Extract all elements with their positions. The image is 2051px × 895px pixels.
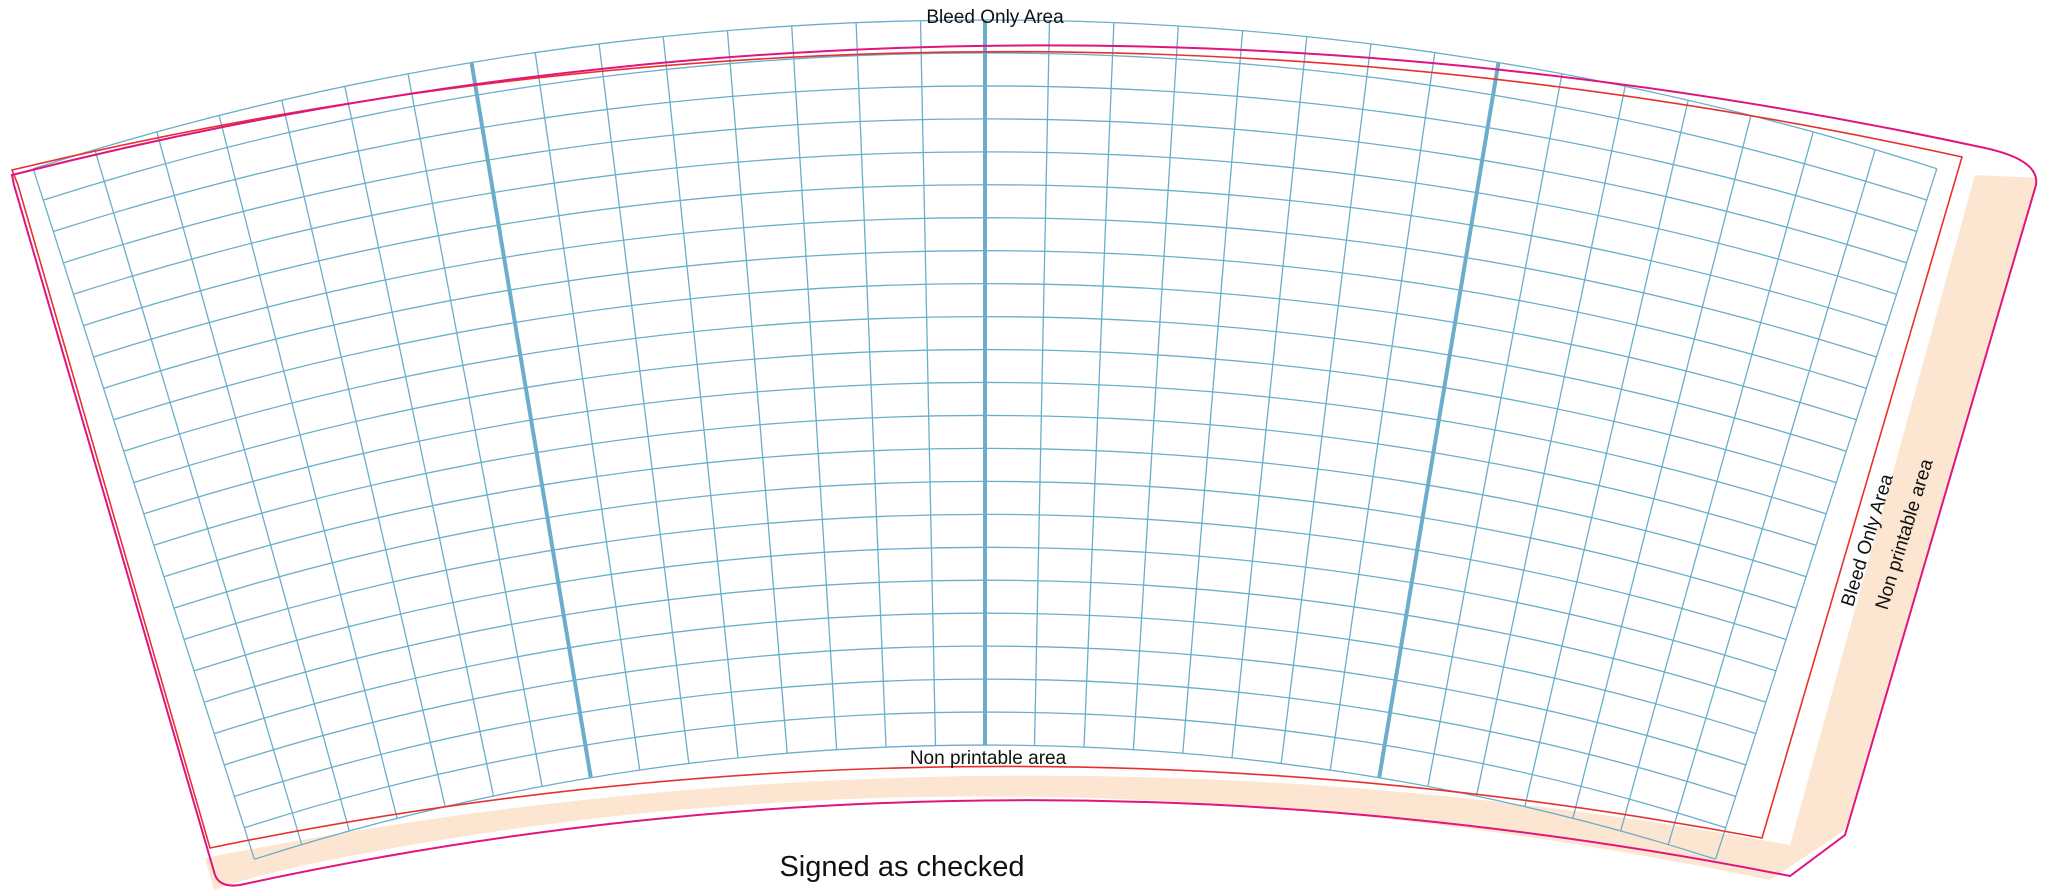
grid-radial-line <box>1524 100 1689 807</box>
grid-radial-line <box>344 86 495 797</box>
grid-radial-line <box>1572 115 1752 819</box>
bleed-line <box>10 50 1964 849</box>
grid-radial-line <box>156 131 350 832</box>
grid-radial-line <box>919 20 937 746</box>
grid-radial-line <box>791 25 838 750</box>
cut-line <box>10 44 2038 887</box>
grid-radial-line <box>534 52 641 771</box>
grid-radial-line <box>1033 20 1051 746</box>
grid-radial-line <box>726 30 788 754</box>
grid-radial-line <box>1667 149 1876 845</box>
non-printable-area-bottom-label: Non printable area <box>910 748 1067 769</box>
grid-radial-line <box>598 43 690 764</box>
bleed-only-area-top-label: Bleed Only Area <box>926 7 1064 28</box>
grid-radial-line <box>281 100 446 807</box>
grid-radial-line <box>1083 22 1115 748</box>
grid-radial-line <box>1475 86 1626 797</box>
grid-radial-line <box>855 22 887 748</box>
grid-radial-line <box>1620 131 1814 832</box>
grid-radial-line <box>662 36 739 758</box>
grid-radial-line <box>1182 30 1244 754</box>
grid-section-divider <box>1377 62 1501 779</box>
grid-arc-line <box>33 19 1937 170</box>
grid-radial-line <box>94 149 303 845</box>
grid-radial-line <box>1280 43 1372 764</box>
grid-radial-line <box>1132 25 1179 750</box>
grid-radial-line <box>32 168 256 860</box>
grid-arc-line <box>254 744 1716 860</box>
grid-radial-line <box>1231 36 1308 758</box>
grid-radial-line <box>407 73 543 787</box>
signature-label: Signed as checked <box>779 851 1024 883</box>
grid-radial-line <box>1427 73 1563 787</box>
grid-radial-line <box>1714 168 1938 860</box>
grid-section-divider <box>469 62 593 779</box>
grid-radial-line <box>218 115 398 819</box>
grid-radial-line <box>1329 52 1436 771</box>
non-printable-area <box>205 175 2038 890</box>
guide-grid <box>32 19 1938 860</box>
